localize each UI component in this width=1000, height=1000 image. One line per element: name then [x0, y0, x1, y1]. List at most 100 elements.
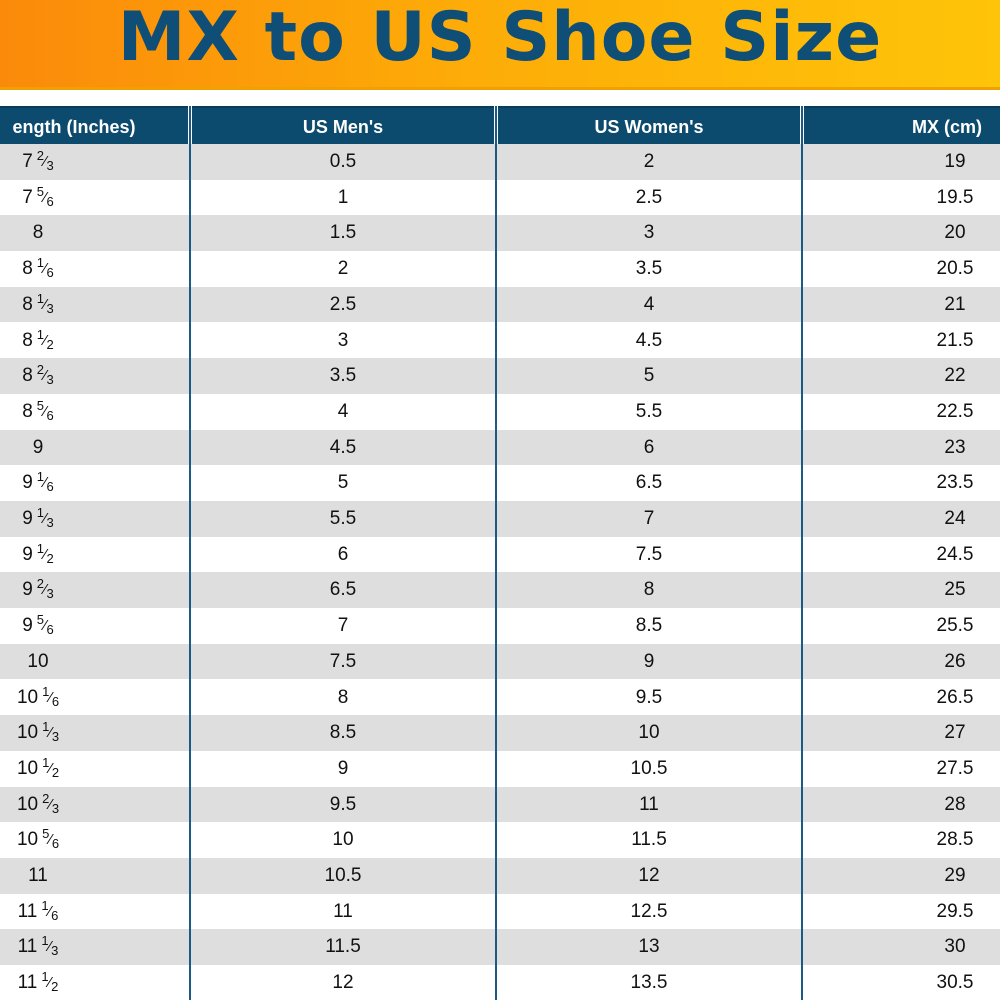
cell-foot-length-inches: 9 2⁄3 — [0, 572, 76, 608]
inch-fraction: 1⁄2 — [37, 323, 54, 359]
cell-us-women: 8.5 — [635, 615, 663, 637]
cell-foot-length-inches: 10 2⁄3 — [0, 787, 76, 823]
fraction-denominator: 2 — [51, 764, 60, 780]
inch-fraction: 1⁄2 — [41, 965, 58, 1000]
cell-us-women: 4 — [643, 293, 655, 315]
fraction-denominator: 6 — [51, 836, 60, 852]
inch-fraction: 5⁄6 — [37, 608, 54, 644]
inch-whole: 11 — [17, 972, 38, 994]
page-title: MX to US Shoe Size — [117, 0, 883, 77]
cell-mx-cm: 22.5 — [936, 400, 974, 422]
column-header-us-women: US Women's — [498, 106, 800, 144]
cell-us-women: 9.5 — [635, 686, 663, 708]
table-row: 11 10.5 12 29 — [0, 858, 1000, 894]
cell-us-women: 11.5 — [631, 829, 667, 851]
fraction-slash: ⁄ — [44, 474, 47, 492]
cell-mx-cm: 19.5 — [936, 186, 974, 208]
cell-mx-cm: 30.5 — [936, 972, 974, 994]
cell-us-men: 5 — [337, 472, 349, 494]
inch-fraction: 2⁄3 — [37, 144, 54, 180]
column-header-inches: ength (Inches) — [0, 106, 188, 144]
table-row: 10 2⁄3 9.5 11 28 — [0, 786, 1000, 823]
cell-mx-cm: 20.5 — [936, 258, 974, 280]
cell-mx-cm: 28.5 — [936, 829, 974, 851]
cell-us-women: 12.5 — [630, 900, 668, 922]
cell-us-women: 10.5 — [630, 757, 668, 779]
inch-whole: 9 — [22, 543, 33, 565]
cell-foot-length-inches: 8 5⁄6 — [0, 394, 76, 430]
table-row: 7 5⁄6 1 2.5 19.5 — [0, 180, 1000, 216]
inch-whole: 8 — [22, 400, 33, 422]
table-row: 11 1⁄6 11 12.5 29.5 — [0, 894, 1000, 930]
cell-us-men: 2.5 — [329, 293, 357, 315]
column-header-mx-cm: MX (cm) — [804, 106, 1000, 144]
fraction-slash: ⁄ — [48, 974, 52, 992]
inch-whole: 8 — [22, 258, 33, 280]
cell-mx-cm: 21.5 — [936, 329, 974, 351]
inch-whole: 10 — [16, 722, 39, 744]
table-row: 10 5⁄6 10 11.5 28.5 — [0, 822, 1000, 858]
cell-mx-cm: 28 — [944, 793, 966, 815]
cell-us-women: 7.5 — [635, 543, 663, 565]
fraction-numerator: 1 — [41, 897, 49, 913]
column-divider — [189, 106, 191, 1000]
cell-us-women: 11 — [639, 793, 659, 815]
column-header-us-men: US Men's — [192, 106, 494, 144]
fraction-slash: ⁄ — [49, 724, 52, 742]
cell-us-men: 6 — [337, 543, 349, 565]
cell-us-men: 9 — [337, 757, 349, 779]
table-row: 9 1⁄2 6 7.5 24.5 — [0, 537, 1000, 573]
table-row: 10 1⁄3 8.5 10 27 — [0, 715, 1000, 751]
fraction-slash: ⁄ — [44, 295, 47, 313]
cell-foot-length-inches: 8 1⁄6 — [0, 251, 76, 287]
fraction-slash: ⁄ — [49, 795, 52, 813]
cell-us-women: 10 — [638, 722, 660, 744]
inch-fraction: 5⁄6 — [42, 822, 59, 858]
table-row: 8 1.5 3 20 — [0, 215, 1000, 252]
cell-mx-cm: 29 — [944, 865, 966, 886]
inch-fraction: 1⁄6 — [37, 251, 54, 287]
inch-whole: 9 — [22, 472, 33, 494]
cell-us-women: 2.5 — [635, 186, 663, 208]
fraction-denominator: 6 — [46, 265, 54, 281]
fraction-numerator: 5 — [42, 826, 50, 842]
fraction-slash: ⁄ — [44, 617, 47, 635]
cell-foot-length-inches: 10 5⁄6 — [0, 822, 76, 858]
cell-us-women: 9 — [643, 650, 655, 672]
fraction-numerator: 5 — [36, 612, 45, 628]
cell-us-men: 2 — [337, 258, 349, 280]
fraction-slash: ⁄ — [48, 902, 52, 920]
cell-us-men: 7.5 — [329, 650, 357, 672]
table-row: 8 1⁄2 3 4.5 21.5 — [0, 323, 1000, 359]
inch-fraction: 1⁄6 — [42, 680, 59, 716]
cell-us-men: 5.5 — [329, 508, 357, 529]
fraction-numerator: 1 — [42, 754, 50, 770]
cell-us-women: 5.5 — [635, 400, 663, 422]
cell-foot-length-inches: 7 5⁄6 — [0, 180, 76, 216]
table-row: 10 7.5 9 26 — [0, 643, 1000, 680]
cell-foot-length-inches: 7 2⁄3 — [0, 144, 76, 180]
cell-us-men: 4.5 — [329, 436, 357, 458]
cell-us-women: 6.5 — [635, 472, 663, 494]
cell-us-men: 1.5 — [329, 222, 357, 244]
fraction-denominator: 3 — [46, 372, 54, 388]
fraction-denominator: 3 — [46, 586, 54, 602]
cell-foot-length-inches: 11 1⁄6 — [0, 894, 76, 930]
cell-us-women: 8 — [643, 579, 655, 601]
cell-mx-cm: 26.5 — [936, 686, 974, 708]
table-row: 9 1⁄3 5.5 7 24 — [0, 501, 1000, 537]
inch-whole: 11 — [17, 936, 38, 958]
cell-mx-cm: 24 — [944, 508, 966, 529]
fraction-numerator: 1 — [36, 255, 45, 271]
cell-us-men: 10.5 — [324, 865, 362, 886]
fraction-numerator: 1 — [42, 719, 50, 735]
inch-whole: 9 — [32, 436, 44, 458]
fraction-numerator: 1 — [36, 290, 45, 306]
cell-mx-cm: 20 — [944, 222, 966, 244]
fraction-slash: ⁄ — [44, 510, 47, 527]
fraction-slash: ⁄ — [44, 331, 47, 349]
fraction-slash: ⁄ — [44, 402, 47, 420]
fraction-numerator: 1 — [41, 933, 49, 949]
fraction-slash: ⁄ — [49, 831, 52, 849]
